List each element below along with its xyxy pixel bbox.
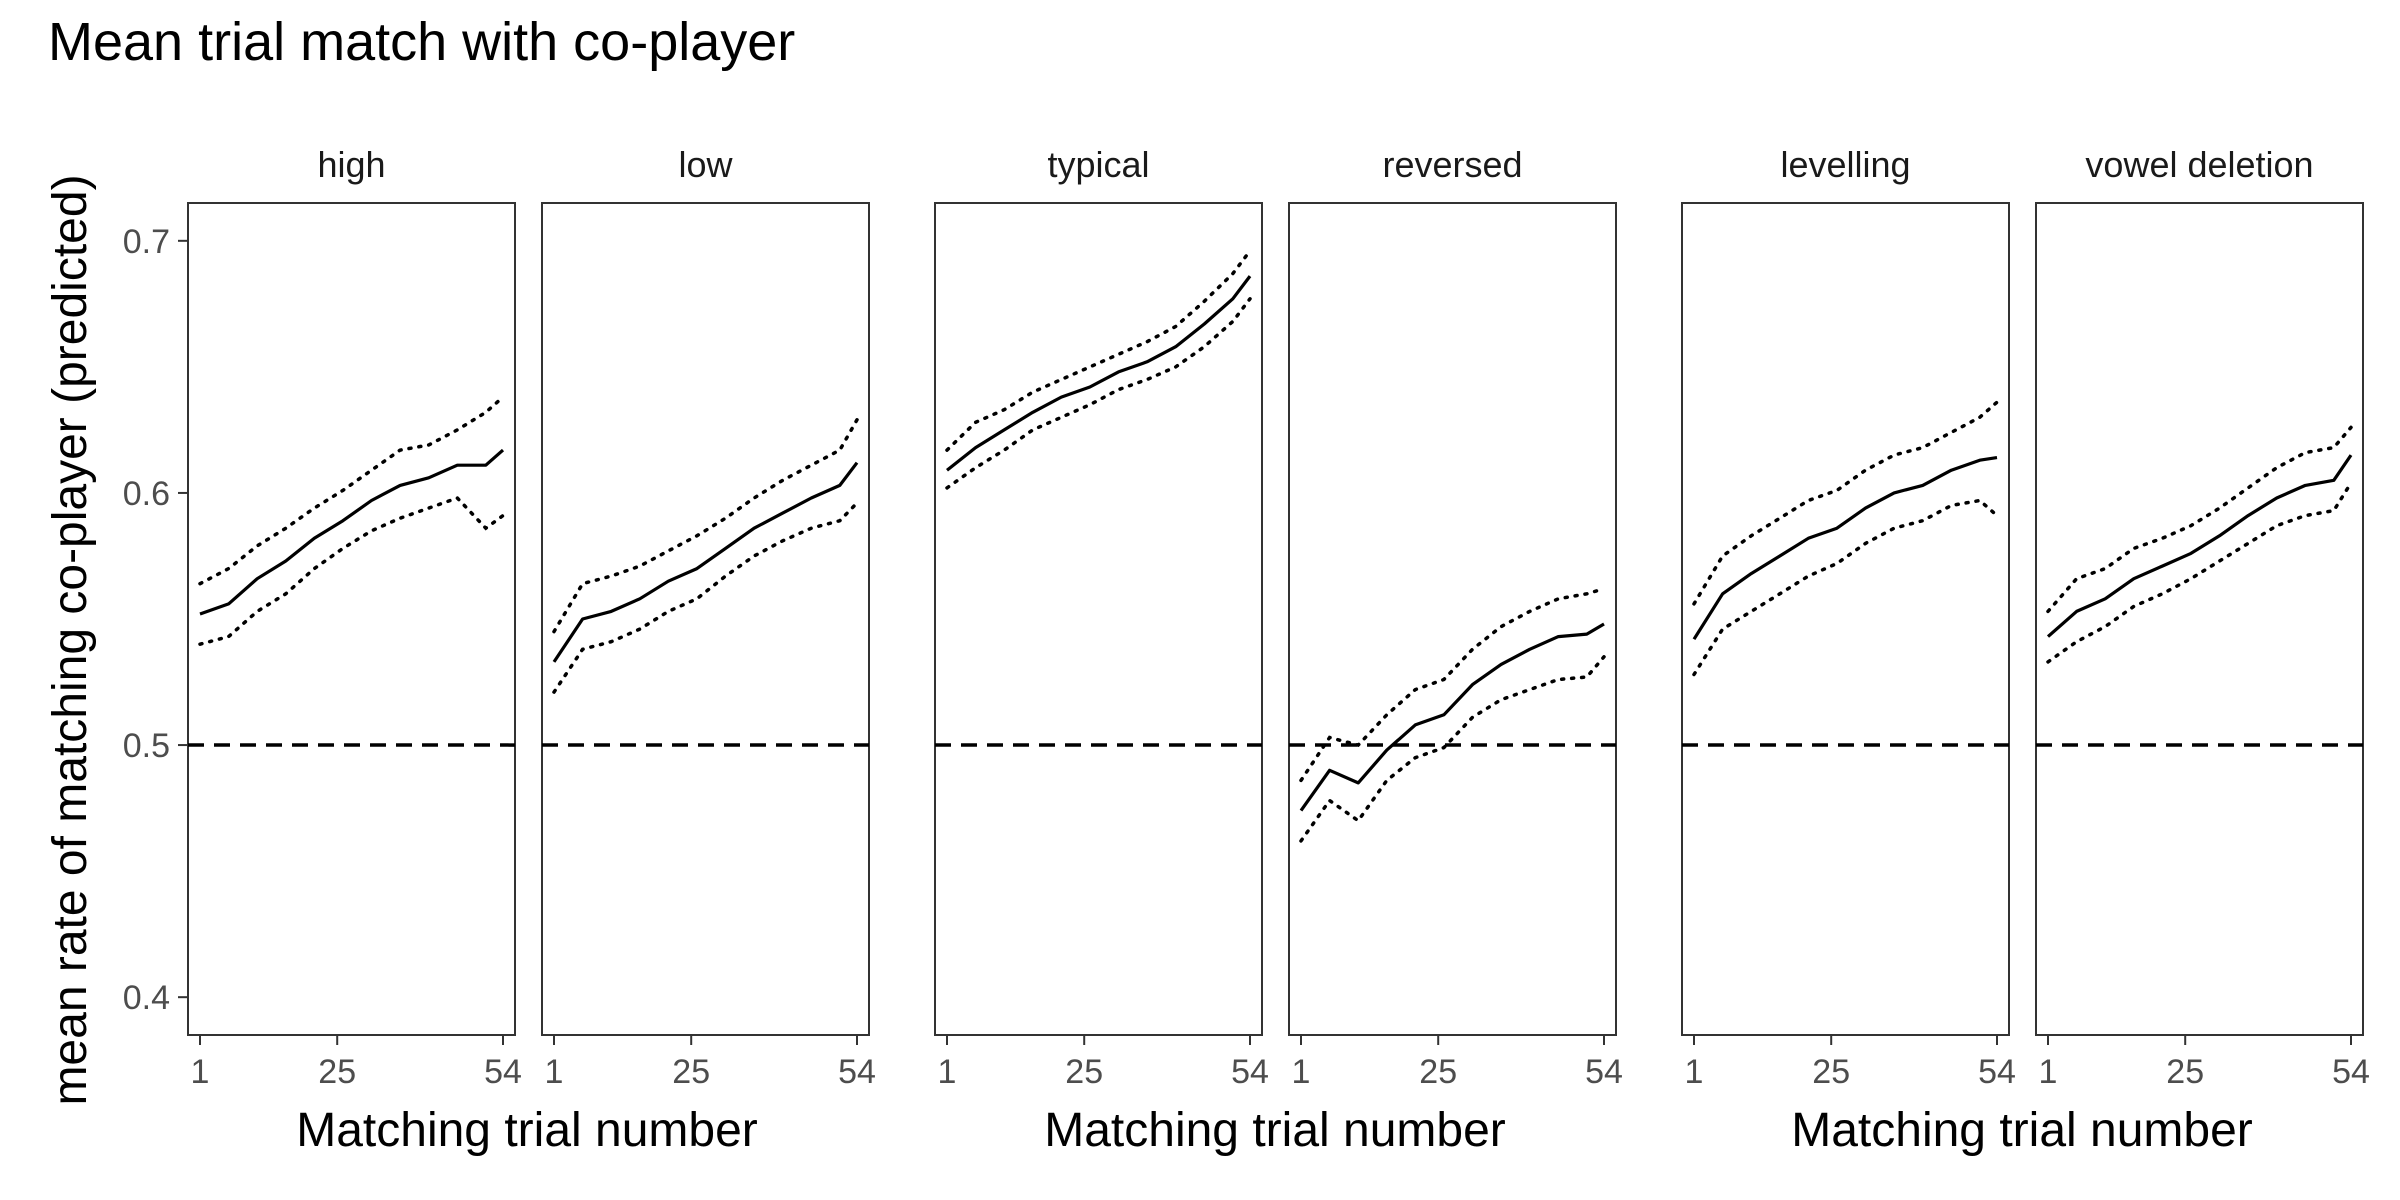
x-tick-label: 25 [1065,1053,1103,1091]
panel-low: low 1 25 54 [541,144,876,1091]
lower-bound-line [1299,655,1606,843]
y-tick-label: 0.5 [123,727,170,765]
lower-bound-line [198,495,505,646]
x-tick-label: 1 [938,1053,957,1091]
strip-label: low [678,144,733,185]
upper-bound-line [945,249,1252,452]
mean-line [2046,454,2353,638]
panel-frame [1681,202,2010,1036]
x-tick-label: 54 [1978,1053,2016,1091]
x-tick-label: 54 [2332,1053,2370,1091]
x-tick-label: 1 [1292,1053,1311,1091]
lower-bound-line [945,297,1252,490]
lower-bound-line [2046,481,2353,664]
x-axis-title-group-1: Matching trial number [296,1104,758,1157]
x-axis-title-group-3: Matching trial number [1791,1104,2253,1157]
panel-typical: typical 1 25 54 [934,144,1269,1091]
x-tick-label: 54 [484,1053,522,1091]
chart-title: Mean trial match with co-player [48,12,795,72]
x-tick-label: 54 [838,1053,876,1091]
strip-label: levelling [1780,144,1910,185]
x-tick-label: 25 [2166,1053,2204,1091]
lower-bound-line [1692,498,1999,677]
x-tick-label: 1 [1685,1053,1704,1091]
strip-label: reversed [1382,144,1522,185]
y-tick-label: 0.7 [123,223,170,261]
panels-layer: high 0.4 0.5 0.6 0.7 1 25 54 low 1 25 54 typical 1 25 5… [123,144,2370,1091]
upper-bound-line [552,418,859,634]
upper-bound-line [1692,400,1999,606]
y-tick-label: 0.4 [123,979,170,1017]
strip-label: high [317,144,385,185]
mean-line [1299,622,1605,812]
x-tick-label: 25 [318,1053,356,1091]
panel-high: high 0.4 0.5 0.6 0.7 1 25 54 [123,144,522,1091]
x-tick-label: 54 [1585,1053,1623,1091]
x-axis-title-group-2: Matching trial number [1044,1104,1506,1157]
mean-line [1692,456,1998,641]
panel-frame [541,202,870,1036]
upper-bound-line [2046,425,2353,614]
upper-bound-line [1299,586,1606,783]
mean-line [946,275,1252,472]
y-tick-label: 0.6 [123,475,170,513]
x-tick-label: 25 [1812,1053,1850,1091]
panel-frame [1288,202,1617,1036]
x-tick-label: 1 [191,1053,210,1091]
strip-label: typical [1047,144,1149,185]
x-tick-label: 25 [672,1053,710,1091]
panel-frame [934,202,1263,1036]
strip-label: vowel deletion [2085,144,2313,185]
panel-levelling: levelling 1 25 54 [1681,144,2016,1091]
panel-frame [2035,202,2364,1036]
panel-vowel-deletion: vowel deletion 1 25 54 [2035,144,2370,1091]
upper-bound-line [198,395,505,586]
mean-line [552,461,859,663]
mean-line [199,448,505,616]
x-tick-label: 1 [545,1053,564,1091]
panel-reversed: reversed 1 25 54 [1288,144,1623,1091]
x-tick-label: 54 [1231,1053,1269,1091]
x-tick-label: 25 [1419,1053,1457,1091]
y-axis-title: mean rate of matching co-player (predict… [44,174,97,1105]
panel-frame [187,202,516,1036]
x-tick-label: 1 [2039,1053,2058,1091]
